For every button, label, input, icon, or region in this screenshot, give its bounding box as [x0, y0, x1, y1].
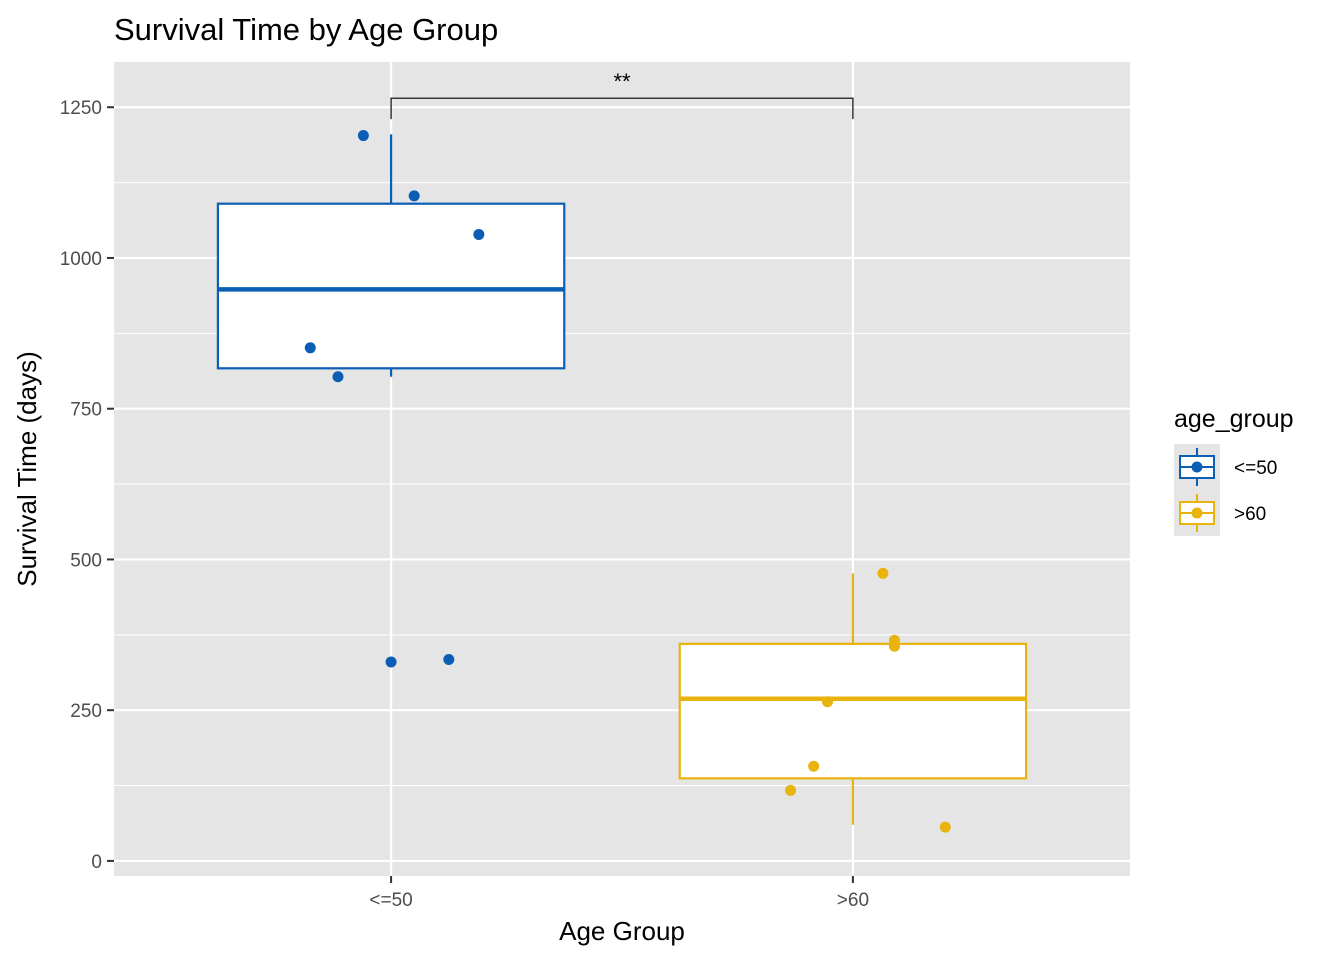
- x-axis: <=50 >60: [369, 876, 869, 911]
- data-point: [408, 190, 420, 202]
- legend-key-2: >60: [1174, 490, 1266, 536]
- y-axis-title: Survival Time (days): [12, 351, 42, 587]
- data-point: [332, 371, 344, 383]
- legend-point: [1191, 507, 1203, 519]
- x-tick-label: >60: [837, 890, 869, 911]
- annotation-layer: **: [390, 69, 854, 120]
- x-axis-title: Age Group: [559, 916, 685, 946]
- box-body: [678, 642, 1028, 780]
- y-tick-label: 500: [70, 550, 102, 571]
- data-point: [357, 130, 369, 142]
- data-point: [808, 760, 820, 772]
- significance-bracket: [390, 97, 854, 120]
- box-body: [216, 202, 566, 370]
- data-point: [385, 656, 397, 668]
- chart-title: Survival Time by Age Group: [114, 12, 498, 47]
- significance-label: **: [613, 69, 631, 94]
- legend-point: [1191, 461, 1203, 473]
- legend-label: >60: [1234, 504, 1266, 525]
- y-tick-label: 750: [70, 400, 102, 421]
- data-point: [822, 696, 834, 708]
- legend-label: <=50: [1234, 458, 1277, 479]
- data-point: [473, 228, 485, 240]
- data-point: [939, 821, 951, 833]
- box-1: [216, 134, 566, 377]
- y-axis: 0 250 500 750 1000 1250: [60, 98, 114, 873]
- data-point: [443, 654, 455, 666]
- data-point: [877, 567, 889, 579]
- x-tick-label: <=50: [369, 890, 412, 911]
- data-point: [304, 342, 316, 354]
- data-point: [785, 784, 797, 796]
- legend: age_group <=50 >60: [1174, 405, 1294, 536]
- legend-title: age_group: [1174, 405, 1294, 433]
- box-2: [678, 573, 1028, 825]
- y-tick-label: 1250: [60, 98, 102, 119]
- data-point: [888, 640, 900, 652]
- box-layer: [216, 134, 1028, 825]
- y-tick-label: 250: [70, 701, 102, 722]
- point-layer: [304, 130, 951, 833]
- y-tick-label: 1000: [60, 249, 102, 270]
- y-tick-label: 0: [91, 852, 102, 873]
- legend-key-1: <=50: [1174, 444, 1277, 490]
